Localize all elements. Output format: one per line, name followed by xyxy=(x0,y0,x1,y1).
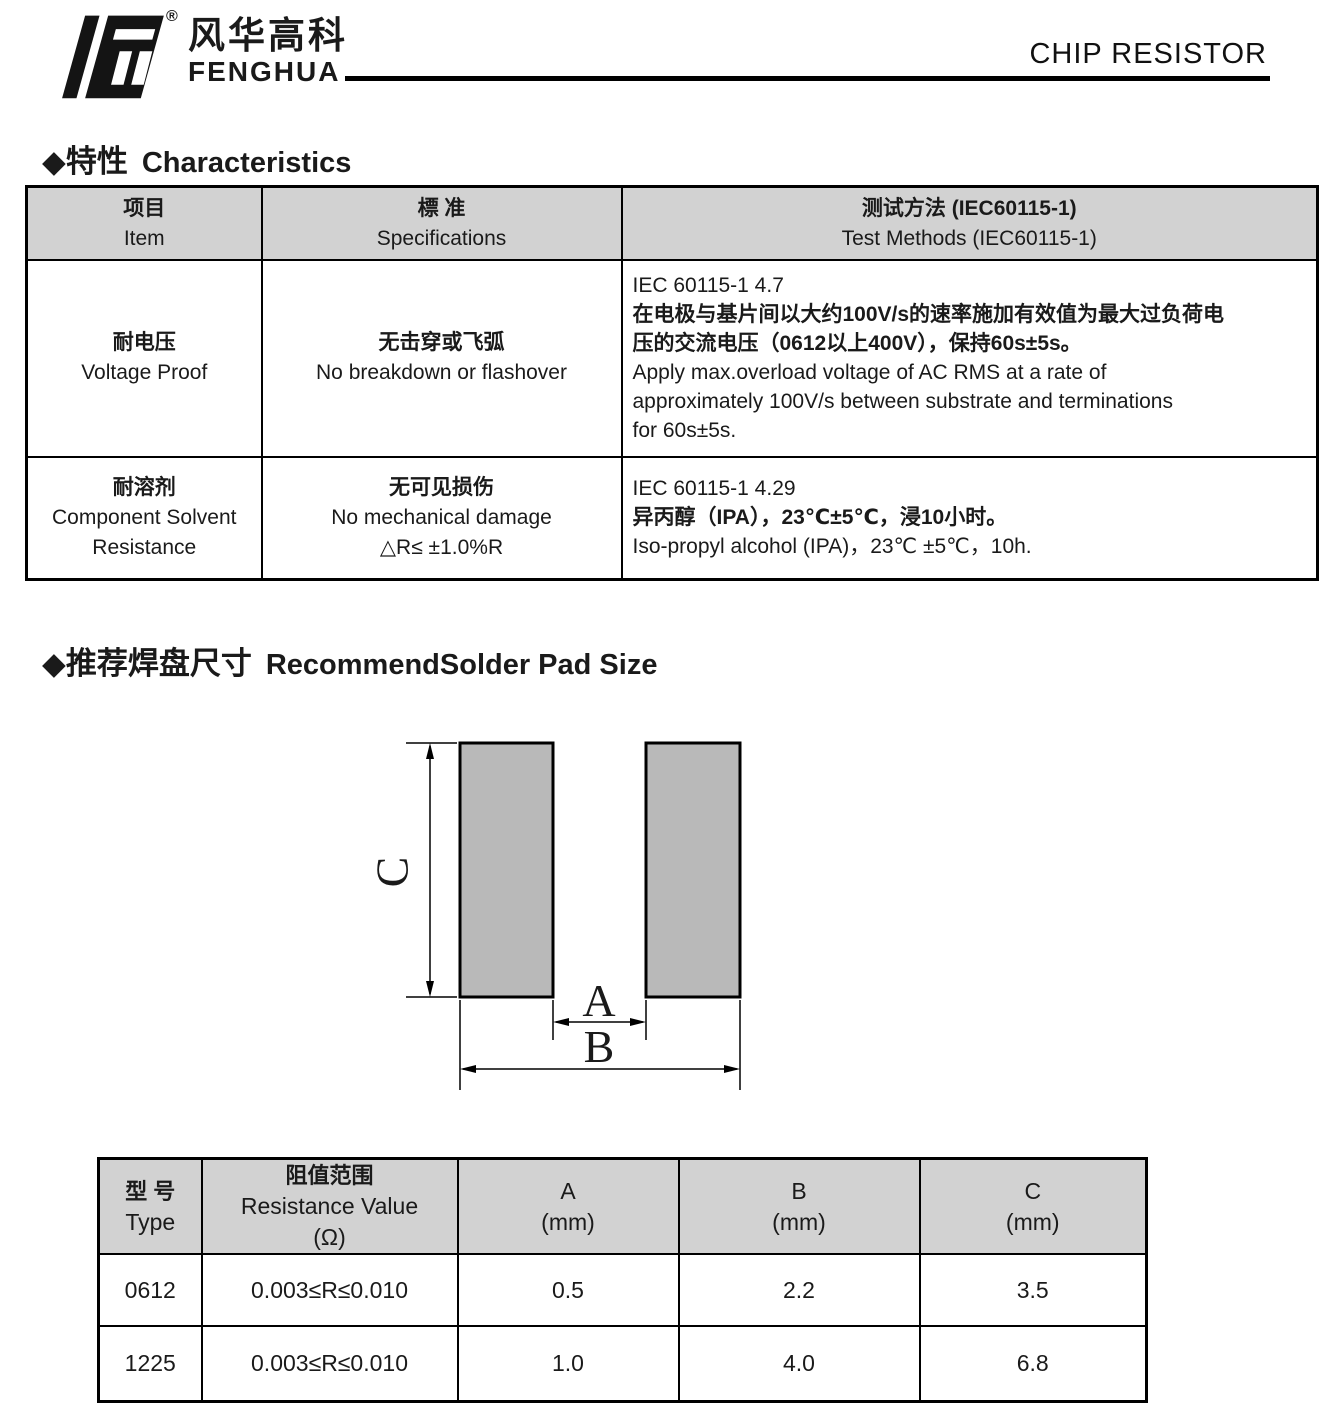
header-cell-b: B (mm) xyxy=(677,1157,921,1255)
arrow-left-icon xyxy=(460,1065,476,1073)
header-cell-c: C (mm) xyxy=(918,1157,1148,1255)
header-cell-type: 型 号 Type xyxy=(97,1157,203,1255)
arrow-right-icon xyxy=(724,1065,740,1073)
cell-a: 0.5 xyxy=(456,1253,680,1327)
fenghua-logo-icon xyxy=(60,8,164,109)
header-cell-item: 项目 Item xyxy=(25,185,263,261)
brand-block: 风华高科 FENGHUA xyxy=(188,16,348,87)
cell-specification: 无击穿或飞弧 No breakdown or flashover xyxy=(260,258,623,458)
cell-b: 2.2 xyxy=(677,1253,921,1327)
section-title-en: Characteristics xyxy=(141,147,352,179)
cell-type: 1225 xyxy=(97,1325,203,1402)
brand-name-zh: 风华高科 xyxy=(188,15,348,56)
arrow-down-icon xyxy=(426,981,434,997)
header-rule xyxy=(345,76,1270,81)
table-row: 0612 0.003≤R≤0.010 0.5 2.2 3.5 xyxy=(97,1253,1148,1327)
dimension-b xyxy=(459,1000,741,1090)
dimension-label-b: B xyxy=(584,1021,615,1072)
pad-size-table: 型 号 Type 阻值范围 Resistance Value (Ω) A (mm… xyxy=(97,1157,1148,1403)
solder-pad-section-title: ◆推荐焊盘尺寸 RecommendSolder Pad Size xyxy=(42,638,657,683)
solder-pad-right xyxy=(644,741,742,999)
header-cell-test-methods: 测试方法 (IEC60115-1) Test Methods (IEC60115… xyxy=(620,185,1319,261)
cell-type: 0612 xyxy=(97,1253,203,1327)
dimension-label-a: A xyxy=(582,975,615,1026)
document-title: CHIP RESISTOR xyxy=(1029,38,1267,70)
cell-c: 6.8 xyxy=(918,1325,1148,1402)
table-header-row: 型 号 Type 阻值范围 Resistance Value (Ω) A (mm… xyxy=(97,1157,1148,1255)
cell-c: 3.5 xyxy=(918,1253,1148,1327)
header-cell-specifications: 標 准 Specifications xyxy=(260,185,623,261)
cell-resistance: 0.003≤R≤0.010 xyxy=(200,1253,459,1327)
header-cell-resistance: 阻值范围 Resistance Value (Ω) xyxy=(200,1157,459,1255)
table-row: 耐电压 Voltage Proof 无击穿或飞弧 No breakdown or… xyxy=(25,258,1319,458)
section-title-en: RecommendSolder Pad Size xyxy=(265,649,658,681)
table-row: 耐溶剂 Component Solvent Resistance 无可见损伤 N… xyxy=(25,455,1319,581)
section-title-zh: ◆特性 xyxy=(42,144,128,179)
brand-name-en: FENGHUA xyxy=(188,56,341,87)
section-title-zh: ◆推荐焊盘尺寸 xyxy=(42,646,252,681)
cell-specification: 无可见损伤 No mechanical damage △R≤ ±1.0%R xyxy=(260,455,623,581)
solder-pad-diagram: C A B xyxy=(360,712,800,1102)
cell-item: 耐电压 Voltage Proof xyxy=(25,258,263,458)
arrow-up-icon xyxy=(426,743,434,759)
dimension-c xyxy=(406,742,457,998)
dimension-a xyxy=(552,1000,647,1040)
cell-test-method: IEC 60115-1 4.7 在电极与基片间以大约100V/s的速率施加有效值… xyxy=(620,258,1319,458)
cell-resistance: 0.003≤R≤0.010 xyxy=(200,1325,459,1402)
solder-pad-left xyxy=(458,741,555,999)
characteristics-section-title: ◆特性 Characteristics xyxy=(42,136,351,181)
arrow-right-icon xyxy=(630,1018,646,1026)
arrow-left-icon xyxy=(553,1018,569,1026)
characteristics-table: 项目 Item 標 准 Specifications 测试方法 (IEC6011… xyxy=(25,185,1319,581)
cell-a: 1.0 xyxy=(456,1325,680,1402)
dimension-label-c: C xyxy=(367,857,418,888)
header-cell-a: A (mm) xyxy=(456,1157,680,1255)
cell-b: 4.0 xyxy=(677,1325,921,1402)
registered-trademark-icon: ® xyxy=(166,8,178,25)
cell-item: 耐溶剂 Component Solvent Resistance xyxy=(25,455,263,581)
cell-test-method: IEC 60115-1 4.29 异丙醇（IPA），23℃±5℃，浸10小时。 … xyxy=(620,455,1319,581)
table-row: 1225 0.003≤R≤0.010 1.0 4.0 6.8 xyxy=(97,1325,1148,1402)
table-header-row: 项目 Item 標 准 Specifications 测试方法 (IEC6011… xyxy=(25,185,1319,261)
